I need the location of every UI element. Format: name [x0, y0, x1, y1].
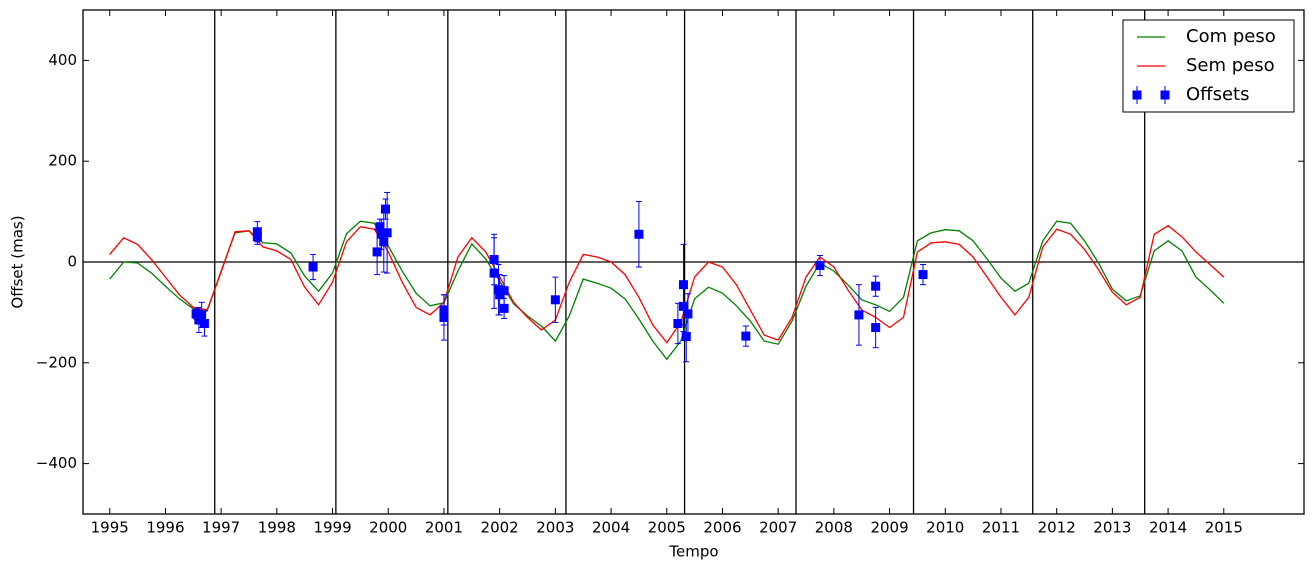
x-tick-label: 2013 [1093, 519, 1131, 537]
line-series [109, 224, 1225, 344]
x-tick-label: 2006 [703, 519, 741, 537]
x-tick-label: 2005 [648, 519, 686, 537]
data-point [197, 310, 207, 320]
data-point [871, 323, 881, 333]
legend-label: Sem peso [1186, 55, 1275, 76]
x-tick-label: 2004 [592, 519, 630, 537]
data-point [678, 301, 688, 311]
plot-frame [82, 9, 1305, 515]
line-series [109, 220, 1225, 361]
legend-label: Offsets [1186, 84, 1249, 105]
data-point [499, 303, 509, 313]
x-tick-label: 2012 [1038, 519, 1076, 537]
data-point [252, 232, 262, 242]
data-point [380, 204, 390, 214]
x-tick-label: 1996 [146, 519, 184, 537]
x-tick-label: 1999 [313, 519, 351, 537]
data-point [499, 286, 509, 296]
y-tick-label: 200 [48, 152, 77, 170]
legend-label: Com peso [1186, 26, 1276, 47]
x-tick-label: 2002 [481, 519, 519, 537]
data-point [871, 281, 881, 291]
y-tick-label: 0 [67, 253, 77, 271]
legend-swatch [1160, 90, 1170, 100]
x-tick-label: 1998 [258, 519, 296, 537]
data-point [379, 237, 389, 247]
x-tick-label: 2000 [369, 519, 407, 537]
data-point [372, 247, 382, 257]
data-point [673, 318, 683, 328]
y-tick-label: −400 [36, 454, 77, 472]
y-tick-label: −200 [36, 353, 77, 371]
data-point [550, 295, 560, 305]
x-tick-label: 2001 [425, 519, 463, 537]
data-point [634, 229, 644, 239]
data-point [489, 268, 499, 278]
data-point [191, 309, 201, 319]
x-tick-label: 2010 [926, 519, 964, 537]
x-tick-label: 2011 [982, 519, 1020, 537]
x-tick-label: 2008 [815, 519, 853, 537]
legend: Com peso Sem peso Offsets [1122, 19, 1295, 113]
data-point [375, 222, 385, 232]
x-tick-label: 1997 [202, 519, 240, 537]
data-point [439, 312, 449, 322]
data-point [683, 309, 693, 319]
data-point [681, 332, 691, 342]
x-tick-label: 2003 [536, 519, 574, 537]
x-tick-label: 2014 [1149, 519, 1187, 537]
data-point [815, 261, 825, 271]
x-tick-label: 2007 [759, 519, 797, 537]
data-point [308, 262, 318, 272]
y-tick-label: 400 [48, 51, 77, 69]
data-point [741, 331, 751, 341]
y-axis-label: Offset (mas) [9, 215, 27, 308]
x-tick-label: 2009 [870, 519, 908, 537]
data-point [194, 315, 204, 325]
data-point [377, 229, 387, 239]
x-tick-label: 1995 [91, 519, 129, 537]
data-point [494, 285, 504, 295]
data-point [854, 310, 864, 320]
legend-swatch [1132, 90, 1142, 100]
data-point [199, 318, 209, 328]
data-point [382, 228, 392, 238]
x-axis-label: Tempo [668, 543, 718, 561]
x-tick-label: 2015 [1205, 519, 1243, 537]
data-point [918, 270, 928, 280]
